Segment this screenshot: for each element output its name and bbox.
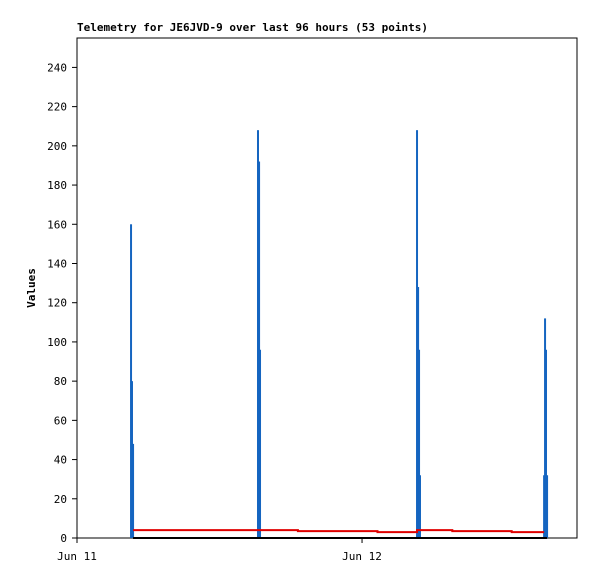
bar bbox=[256, 130, 259, 538]
x-tick-label: Jun 11 bbox=[57, 550, 97, 563]
y-tick-label: 100 bbox=[47, 336, 67, 349]
bar bbox=[546, 475, 549, 538]
y-tick-label: 140 bbox=[47, 257, 67, 270]
y-tick-label: 40 bbox=[54, 454, 67, 467]
bar bbox=[545, 349, 548, 538]
y-tick-label: 60 bbox=[54, 414, 67, 427]
y-tick-label: 80 bbox=[54, 375, 67, 388]
bar bbox=[130, 381, 133, 538]
bar bbox=[259, 349, 262, 538]
y-tick-label: 240 bbox=[47, 61, 67, 74]
y-tick-label: 200 bbox=[47, 140, 67, 153]
x-tick-label: Jun 12 bbox=[342, 550, 382, 563]
plot-frame bbox=[76, 37, 578, 539]
y-tick-label: 180 bbox=[47, 179, 67, 192]
y-axis-label: Values bbox=[25, 268, 38, 308]
bar bbox=[416, 130, 419, 538]
chart-title: Telemetry for JE6JVD-9 over last 96 hour… bbox=[77, 21, 428, 34]
y-tick-label: 160 bbox=[47, 218, 67, 231]
y-tick-label: 220 bbox=[47, 101, 67, 114]
bar bbox=[418, 349, 421, 538]
y-tick-label: 120 bbox=[47, 297, 67, 310]
y-tick-label: 0 bbox=[60, 532, 67, 545]
y-tick-label: 20 bbox=[54, 493, 67, 506]
bar bbox=[132, 443, 135, 538]
line bbox=[133, 529, 545, 534]
bar bbox=[418, 475, 421, 538]
